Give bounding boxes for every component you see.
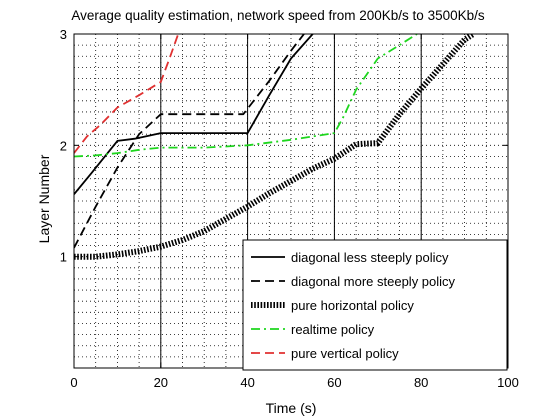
x-axis-label: Time (s) — [266, 400, 317, 416]
legend-box — [242, 239, 508, 371]
x-tick-label: 0 — [70, 375, 77, 390]
series-line-4 — [74, 34, 418, 158]
legend-label: pure horizontal policy — [291, 298, 414, 313]
y-tick-label: 1 — [60, 250, 67, 265]
y-tick-label: 3 — [60, 27, 67, 42]
series-line-3 — [74, 34, 475, 260]
series-line-2 — [74, 34, 305, 249]
x-tick-label: 100 — [497, 375, 519, 390]
axis-ticks: 0 20 40 60 80 100 1 2 3 — [60, 27, 519, 390]
y-tick-label: 2 — [60, 138, 67, 153]
legend: diagonal less steeply policy diagonal mor… — [242, 239, 508, 371]
x-tick-label: 60 — [327, 375, 341, 390]
x-tick-label: 80 — [414, 375, 428, 390]
legend-label: diagonal more steeply policy — [291, 274, 456, 289]
x-tick-label: 40 — [240, 375, 254, 390]
chart-title: Average quality estimation, network spee… — [71, 8, 484, 23]
y-axis-label: Layer Number — [36, 154, 52, 243]
series-line-1 — [74, 34, 314, 195]
series-group — [74, 34, 475, 260]
series-line-5 — [74, 34, 180, 154]
legend-label: realtime policy — [291, 322, 375, 337]
legend-label: diagonal less steeply policy — [291, 250, 449, 265]
x-tick-label: 20 — [154, 375, 168, 390]
legend-label: pure vertical policy — [291, 346, 399, 361]
